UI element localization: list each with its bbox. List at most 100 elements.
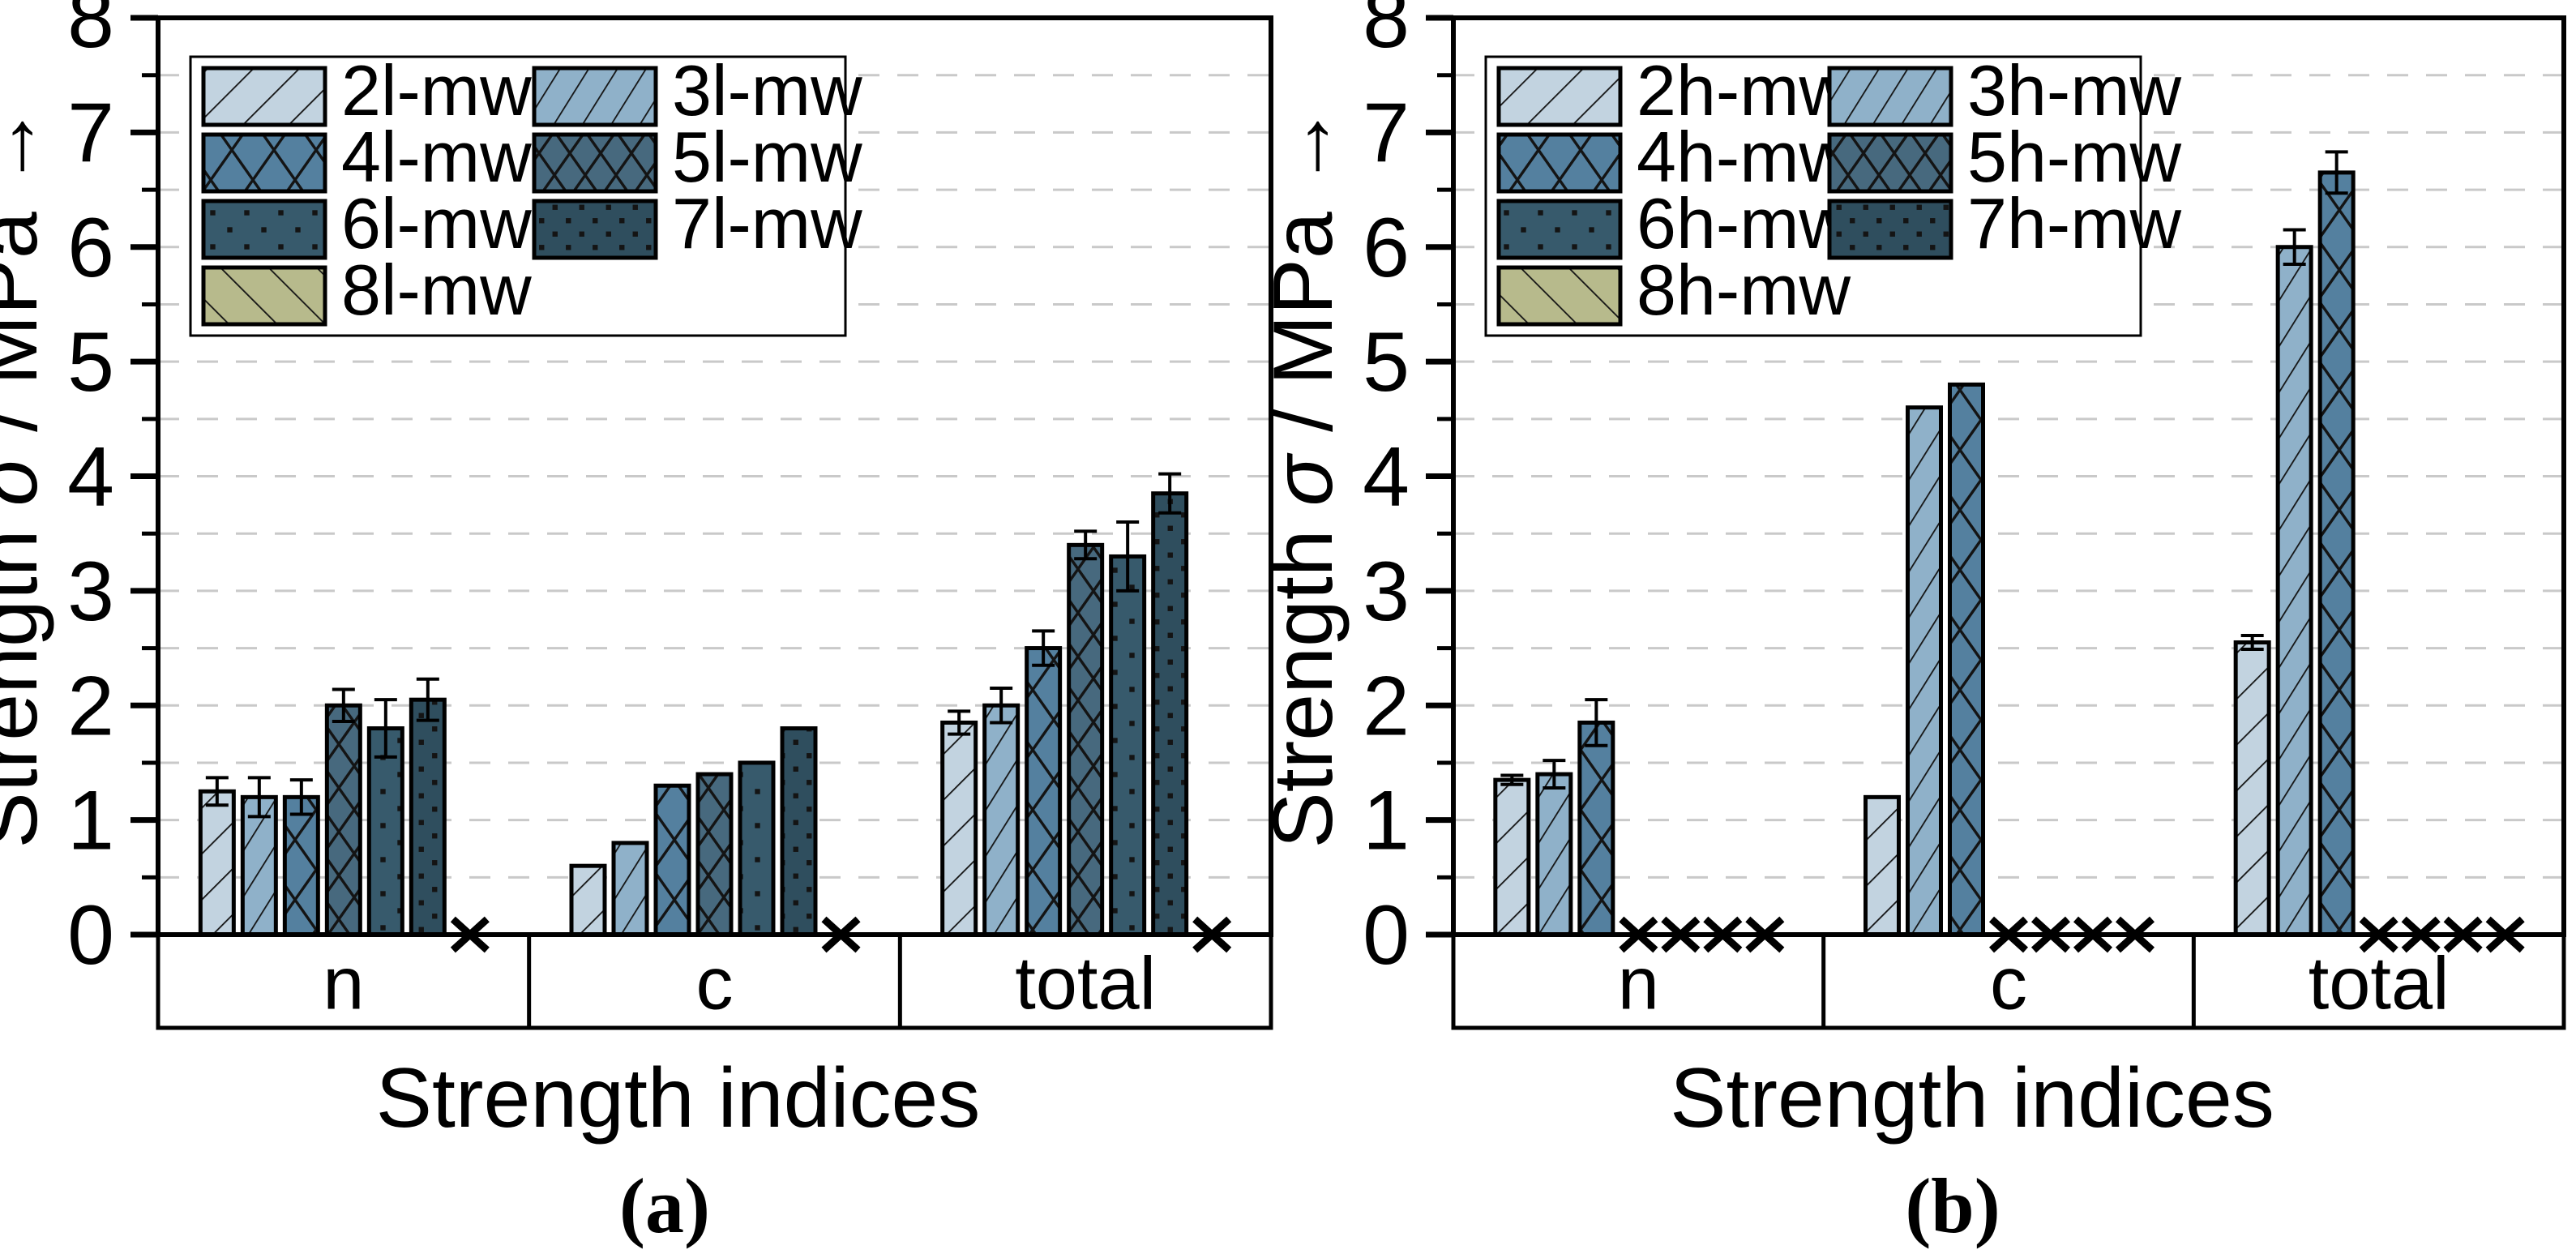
bar-5l-mw-c <box>695 772 734 937</box>
legend-label-6l-mw: 6l-mw <box>341 183 532 263</box>
legend-label-8h-mw: 8h-mw <box>1637 250 1851 330</box>
bar-4h-mw-n <box>1577 720 1615 937</box>
bar-2h-mw-total <box>2233 640 2271 937</box>
y-tick-label: 8 <box>67 0 114 66</box>
error-bar <box>205 776 229 807</box>
y-tick-label: 0 <box>1363 888 1410 982</box>
category-label-c: c <box>1990 943 2027 1025</box>
legend-swatch-4h-mw <box>1496 132 1623 194</box>
legend-label-2h-mw: 2h-mw <box>1637 50 1851 131</box>
bar-2h-mw-c <box>1864 794 1901 937</box>
bar-4l-mw-total <box>1025 646 1063 937</box>
legend-label-7l-mw: 7l-mw <box>672 183 862 263</box>
error-bar <box>1074 529 1098 561</box>
legend-swatch-8h-mw <box>1496 265 1623 327</box>
bar-4h-mw-total <box>2317 170 2356 937</box>
category-band <box>1451 932 2566 1030</box>
panel-b-caption: (b) <box>1905 1162 2000 1249</box>
bar-3h-mw-total <box>2275 245 2313 937</box>
error-bar <box>1500 773 1524 786</box>
legend-swatch-7l-mw <box>532 199 658 260</box>
bar-7l-mw-n <box>409 697 447 937</box>
y-tick-label: 2 <box>67 659 114 753</box>
error-bar <box>2240 634 2264 651</box>
bar-6l-mw-c <box>738 760 776 937</box>
category-label-c: c <box>696 943 734 1025</box>
legend-label-6h-mw: 6h-mw <box>1637 183 1851 263</box>
legend-swatch-7h-mw <box>1827 199 1953 260</box>
bar-2l-mw-c <box>569 863 607 937</box>
y-tick-label: 6 <box>67 201 114 295</box>
y-tick-label: 2 <box>1363 659 1410 753</box>
panel-a-caption: (a) <box>619 1162 710 1249</box>
y-tick-label: 5 <box>1363 315 1410 409</box>
bar-2h-mw-n <box>1493 777 1531 937</box>
y-tick-label: 8 <box>1363 0 1410 66</box>
error-bar <box>289 778 313 816</box>
error-bar <box>2283 228 2306 266</box>
legend-swatch-5l-mw <box>532 132 658 194</box>
legend-swatch-3l-mw <box>532 66 658 127</box>
y-tick-label: 4 <box>67 430 114 524</box>
y-tick-label: 1 <box>1363 774 1410 868</box>
error-bar <box>1543 759 1566 790</box>
y-tick-label: 5 <box>67 315 114 409</box>
bar-3h-mw-c <box>1906 405 1943 937</box>
legend-swatch-4l-mw <box>201 132 327 194</box>
legend-swatch-2h-mw <box>1496 66 1623 127</box>
category-label-n: n <box>1618 943 1659 1025</box>
y-tick-label: 4 <box>1363 430 1410 524</box>
error-bar <box>416 677 439 722</box>
bar-5l-mw-total <box>1067 542 1105 937</box>
legend-swatch-8l-mw <box>201 265 327 327</box>
error-bar <box>990 687 1013 725</box>
y-tick-label: 1 <box>67 774 114 868</box>
y-tick-label: 3 <box>1363 545 1410 639</box>
bar-4h-mw-c <box>1948 382 1985 937</box>
legend-label-3l-mw: 3l-mw <box>672 50 862 131</box>
category-band <box>156 932 1273 1030</box>
legend-label-7h-mw: 7h-mw <box>1967 183 2181 263</box>
x-axis-title: Strength indices <box>1670 1051 2274 1145</box>
legend-label-3h-mw: 3h-mw <box>1967 50 2181 131</box>
y-tick-label: 3 <box>67 545 114 639</box>
y-tick-label: 7 <box>67 86 114 180</box>
legend-label-8l-mw: 8l-mw <box>341 250 532 330</box>
y-tick-label: 6 <box>1363 201 1410 295</box>
error-bar <box>332 687 355 724</box>
legend-label-4h-mw: 4h-mw <box>1637 117 1851 197</box>
error-bar <box>2325 150 2348 195</box>
bar-6l-mw-total <box>1109 554 1147 937</box>
bar-7l-mw-c <box>780 726 818 937</box>
category-label-total: total <box>1015 943 1156 1025</box>
bar-3h-mw-n <box>1535 772 1573 937</box>
error-bar <box>1585 698 1608 747</box>
error-bar <box>374 698 397 759</box>
bar-3l-mw-c <box>611 841 649 937</box>
y-axis-title: Strength σ / MPa → <box>1256 104 1350 848</box>
error-bar <box>247 776 271 819</box>
bar-4l-mw-c <box>653 783 691 937</box>
bar-2l-mw-total <box>940 720 978 937</box>
error-bar <box>1032 629 1055 667</box>
bar-4l-mw-n <box>282 794 320 937</box>
legend-label-4l-mw: 4l-mw <box>341 117 532 197</box>
legend-label-2l-mw: 2l-mw <box>341 50 532 131</box>
legend-label-5h-mw: 5h-mw <box>1967 117 2181 197</box>
y-axis-title: Strength σ / MPa → <box>0 104 55 848</box>
error-bar <box>1158 472 1182 515</box>
legend-swatch-2l-mw <box>201 66 327 127</box>
legend-label-5l-mw: 5l-mw <box>672 117 862 197</box>
y-tick-label: 7 <box>1363 86 1410 180</box>
y-tick-label: 0 <box>67 888 114 982</box>
bar-7l-mw-total <box>1151 491 1189 937</box>
bar-6l-mw-n <box>366 726 404 937</box>
legend-swatch-3h-mw <box>1827 66 1953 127</box>
legend-swatch-6l-mw <box>201 199 327 260</box>
legend-swatch-5h-mw <box>1827 132 1953 194</box>
bar-2l-mw-n <box>198 789 236 937</box>
